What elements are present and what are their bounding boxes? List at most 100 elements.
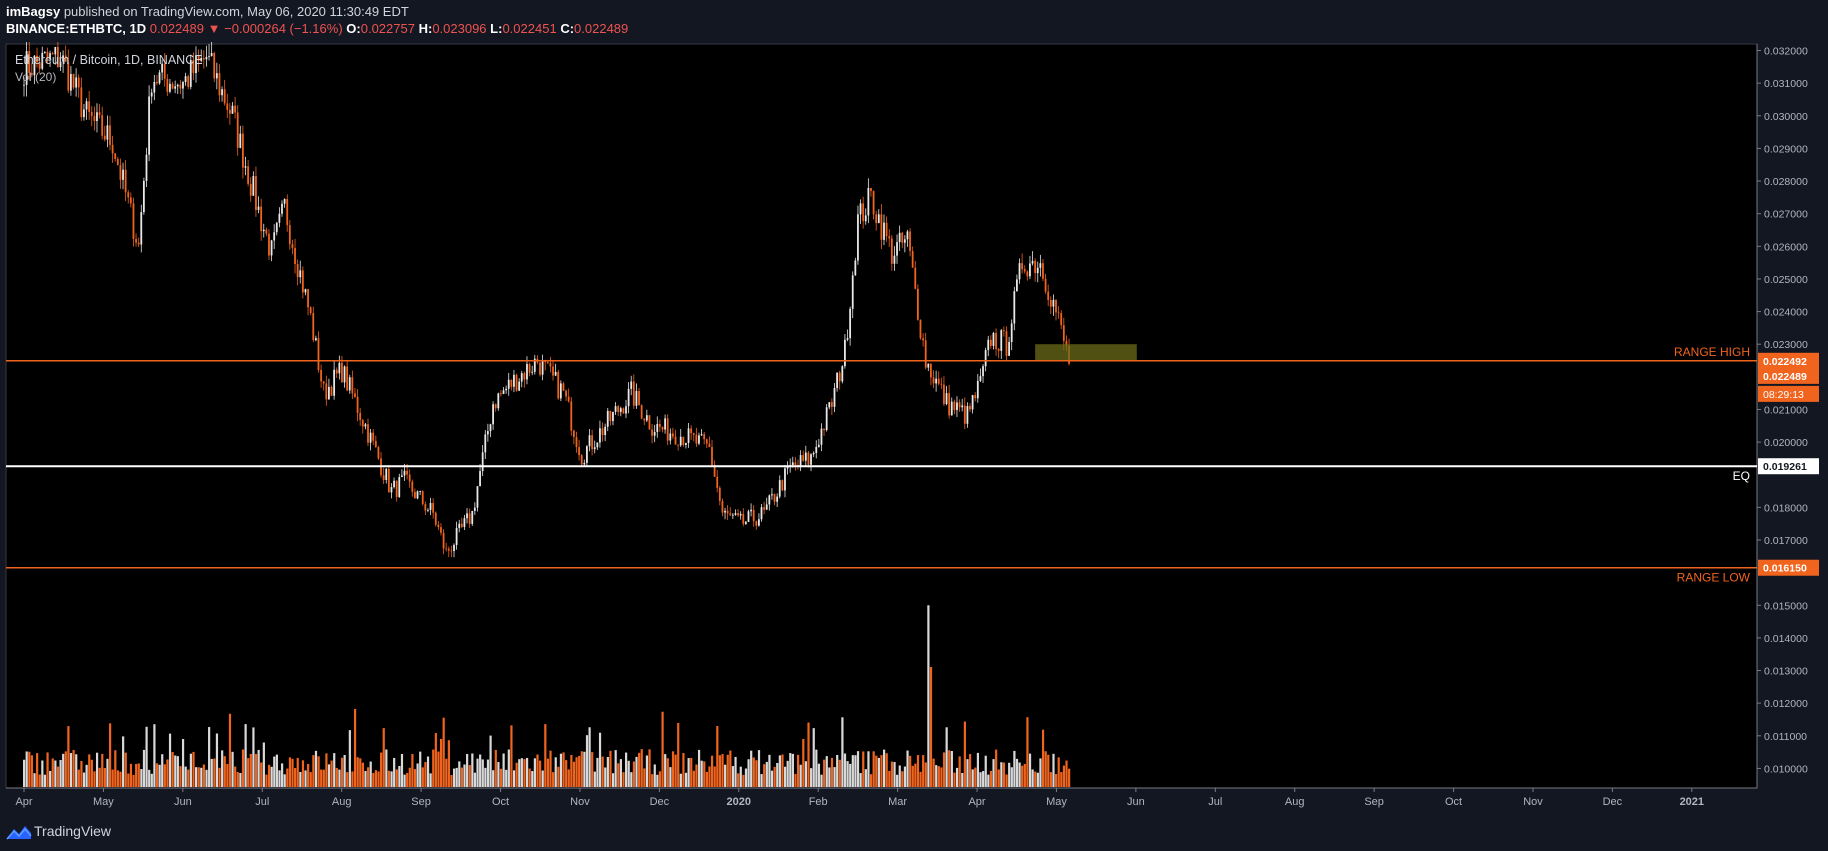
volume-bar (281, 763, 284, 787)
candle (763, 501, 766, 515)
volume-bar (95, 752, 99, 787)
candle (890, 235, 893, 271)
candle (304, 288, 307, 296)
candle (137, 237, 140, 248)
volume-bar (142, 749, 146, 787)
support-zone[interactable] (1035, 344, 1137, 361)
volume-bar (950, 750, 953, 787)
candle (166, 74, 169, 96)
candle (301, 266, 304, 299)
volume-bar (627, 760, 630, 787)
volume-bar (763, 764, 766, 787)
candle (1036, 261, 1039, 283)
candle (460, 517, 463, 529)
volume-bar (471, 753, 474, 787)
candle (523, 371, 526, 388)
volume-bar (815, 749, 818, 787)
candle (961, 398, 964, 412)
volume-bar (252, 727, 255, 787)
candle (247, 159, 250, 187)
candle (335, 367, 338, 378)
volume-bar (307, 763, 310, 787)
volume-bar (601, 756, 604, 787)
candle (596, 442, 599, 450)
volume-bar (1008, 762, 1011, 787)
candle (638, 387, 640, 406)
level-line-range-low[interactable]: RANGE LOW 0.016150 (6, 559, 1819, 585)
level-line-eq[interactable]: EQ 0.019261 (6, 458, 1819, 483)
volume-bar (174, 755, 177, 787)
level-line-range-high[interactable]: RANGE HIGH 0.022492 (6, 345, 1819, 369)
candle (679, 429, 682, 447)
candle (135, 233, 137, 247)
candle (41, 46, 44, 71)
volume-bar (536, 754, 539, 787)
y-tick: 0.032000 (1757, 46, 1808, 58)
volume-bar (783, 766, 787, 787)
candle (758, 513, 760, 527)
chart-panel[interactable] (5, 43, 1758, 789)
candle (591, 429, 594, 456)
candle (367, 418, 369, 446)
candle (286, 194, 289, 232)
candle (260, 198, 263, 241)
volume-bar (393, 757, 396, 787)
candle (721, 498, 724, 517)
volume-bar (322, 769, 325, 787)
candle (604, 423, 607, 442)
volume-bar (137, 763, 140, 787)
y-tick: 0.030000 (1757, 111, 1808, 123)
candle (369, 428, 372, 451)
candle (497, 392, 500, 411)
volume-bar (262, 742, 265, 787)
volume-bar (726, 754, 729, 787)
volume-bar (909, 755, 912, 787)
volume-bar (955, 767, 959, 787)
volume-bar (914, 763, 917, 787)
volume-bar (744, 768, 748, 787)
price-chart[interactable]: RANGE HIGH 0.022492 EQ 0.019261 RANGE LOW 0.0… (0, 42, 1828, 813)
y-tick-label: 0.017000 (1764, 535, 1808, 547)
x-tick-label: Jun (1127, 796, 1145, 808)
volume-bar (942, 752, 946, 787)
volume-bar (546, 758, 550, 787)
candle (77, 74, 80, 98)
volume-bar (799, 764, 802, 787)
volume-bar (632, 761, 636, 787)
candle (236, 105, 239, 156)
volume-bar (525, 757, 529, 787)
candle (901, 231, 904, 249)
candle (182, 80, 184, 99)
author-name[interactable]: imBagsy (6, 4, 61, 19)
volume-bar (106, 758, 109, 787)
time-axis[interactable]: Apr May Jun Jul Aug Sep Oct Nov Dec 2020 Feb Mar Apr… (15, 788, 1704, 808)
volume-bar (1005, 774, 1008, 787)
candle (101, 106, 104, 140)
y-tick: 0.028000 (1757, 176, 1808, 188)
candle (609, 410, 612, 426)
price-axis[interactable]: 0.032000 0.031000 0.030000 0.029000 0.028000… (1757, 46, 1808, 776)
volume-bar (755, 760, 758, 787)
candle (179, 79, 182, 95)
candle (463, 514, 466, 530)
candle (142, 177, 145, 215)
x-tick-label: May (1046, 796, 1067, 808)
tradingview-logo-icon[interactable] (6, 823, 32, 841)
volume-bar (189, 753, 192, 787)
volume-bar (314, 750, 318, 787)
candle (619, 406, 622, 417)
close-label: C: (560, 21, 575, 36)
volume-bar (888, 770, 891, 787)
candle (322, 381, 325, 391)
candle (458, 519, 461, 533)
candle (265, 227, 268, 237)
candle (361, 418, 364, 434)
candle (148, 85, 150, 162)
candle (708, 436, 711, 448)
candle (755, 520, 758, 530)
x-tick: Nov (570, 788, 590, 808)
symbol-label[interactable]: BINANCE:ETHBTC, 1D (6, 21, 147, 36)
candle (810, 453, 812, 472)
tradingview-brand[interactable]: TradingView (34, 823, 112, 839)
candle (713, 460, 716, 478)
